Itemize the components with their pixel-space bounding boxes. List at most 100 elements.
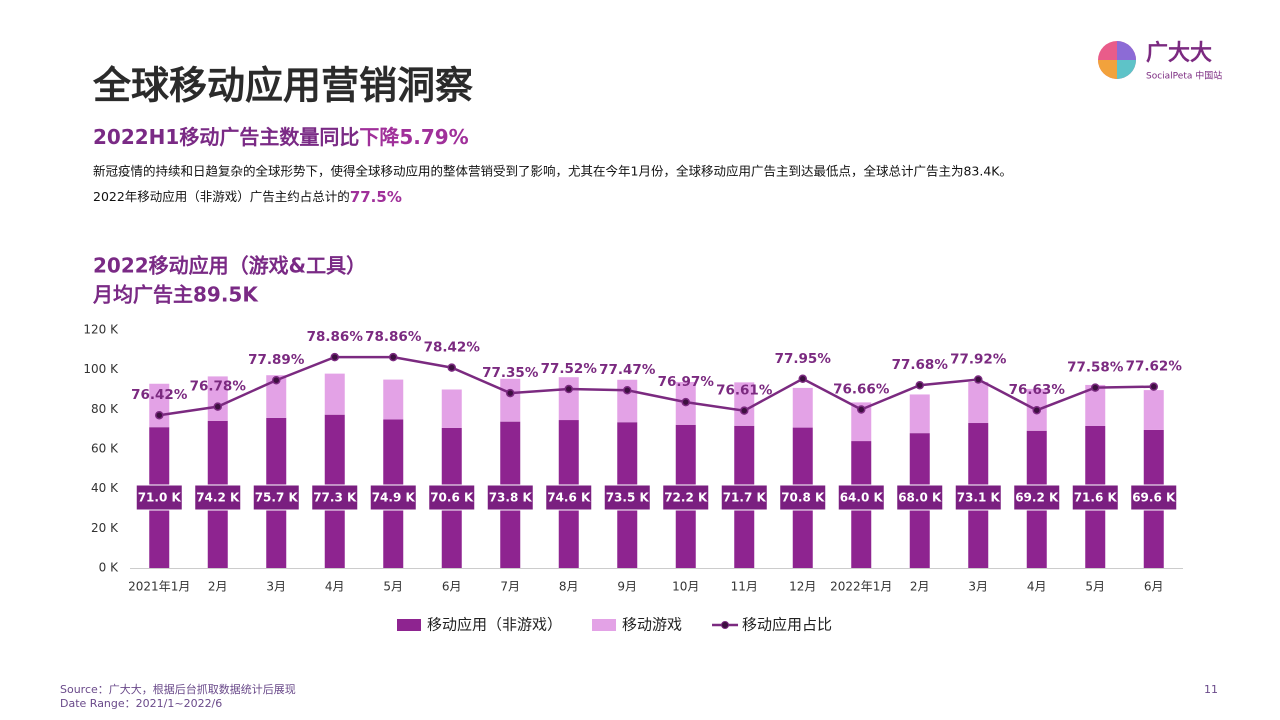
y-tick-label: 80 K — [91, 402, 119, 416]
x-tick-label: 3月 — [266, 580, 286, 594]
data-label: 69.6 K — [1132, 491, 1176, 505]
data-label: 77.92% — [950, 352, 1007, 368]
data-label: 78.86% — [365, 329, 422, 345]
x-tick-label: 8月 — [559, 580, 579, 594]
line-marker — [915, 380, 924, 390]
line-marker — [564, 384, 573, 394]
data-label: 77.62% — [1126, 359, 1183, 375]
data-label: 74.9 K — [372, 491, 416, 505]
data-label: 74.2 K — [196, 491, 240, 505]
line-marker — [857, 405, 866, 414]
data-label: 68.0 K — [898, 491, 942, 505]
data-label-box — [1130, 484, 1178, 511]
line-marker — [623, 385, 632, 395]
logo-name: 广大大 — [1146, 40, 1212, 66]
paragraph-text: 2022年移动应用（非游戏）广告主约占总计的 — [93, 189, 350, 204]
data-label: 73.1 K — [957, 491, 1001, 505]
legend-swatch — [721, 621, 730, 629]
data-label-box — [954, 484, 1002, 511]
data-label: 64.0 K — [840, 491, 884, 505]
y-tick-label: 0 K — [99, 561, 119, 575]
x-tick-label: 11月 — [731, 580, 758, 594]
logo-icon — [1117, 41, 1136, 60]
x-tick-label: 6月 — [1144, 580, 1164, 594]
paragraph: 新冠疫情的持续和日趋复杂的全球形势下，使得全球移动应用的整体营销受到了影响，尤其… — [93, 164, 1012, 179]
data-label-box — [545, 484, 593, 511]
line-marker — [447, 363, 456, 372]
chart-subtitle: 月均广告主89.5K — [92, 283, 259, 307]
line-marker — [330, 352, 339, 362]
data-label-box — [252, 484, 300, 511]
data-label-box — [369, 484, 417, 511]
logo-icon — [1098, 60, 1117, 79]
line-marker — [155, 410, 164, 420]
data-label: 73.8 K — [489, 491, 533, 505]
line-marker — [1091, 383, 1100, 392]
data-label-box — [720, 484, 768, 511]
data-label-box — [837, 484, 885, 511]
data-label: 78.86% — [307, 329, 364, 345]
bar — [1085, 384, 1106, 426]
bar — [266, 375, 287, 418]
data-label-box — [1013, 484, 1061, 511]
bar — [207, 376, 228, 421]
logo: 广大大 SocialPeta 中国站 — [1098, 40, 1222, 82]
line-marker — [740, 406, 749, 415]
data-label-box — [428, 484, 476, 511]
subtitle-text: 2022H1移动广告主数量同比 — [93, 125, 359, 149]
bar — [851, 402, 872, 442]
x-tick-label: 4月 — [1027, 580, 1047, 594]
data-label: 77.3 K — [313, 491, 357, 505]
data-label: 75.7 K — [255, 491, 299, 505]
legend-label: 移动应用（非游戏） — [427, 616, 562, 634]
bar — [441, 389, 462, 428]
logo-icon — [1117, 60, 1136, 79]
x-tick-label: 2021年1月 — [128, 580, 190, 594]
legend-label: 移动应用占比 — [742, 616, 832, 634]
bar — [324, 373, 345, 415]
data-label: 76.78% — [190, 379, 247, 395]
data-label-box — [603, 484, 651, 511]
page-number: 11 — [1204, 683, 1218, 696]
bar — [149, 383, 170, 428]
data-label: 72.2 K — [664, 491, 708, 505]
data-label: 70.8 K — [781, 491, 825, 505]
bar — [500, 378, 521, 422]
y-tick-label: 120 K — [83, 323, 119, 337]
data-label-box — [311, 484, 359, 511]
line-marker — [506, 388, 515, 398]
y-tick-label: 20 K — [91, 521, 119, 535]
data-label: 77.52% — [541, 361, 598, 377]
data-label: 71.6 K — [1074, 491, 1118, 505]
data-label: 76.63% — [1009, 382, 1066, 398]
x-tick-label: 2月 — [910, 580, 930, 594]
data-label-box — [194, 484, 242, 511]
line-marker — [389, 352, 398, 362]
data-label-box — [135, 484, 183, 511]
source: Source：广大大，根据后台抓取数据统计后展现 — [60, 682, 296, 696]
line-marker — [213, 402, 222, 411]
x-tick-label: 3月 — [968, 580, 988, 594]
data-label: 76.66% — [833, 381, 890, 397]
x-tick-label: 9月 — [617, 580, 637, 594]
bar — [909, 394, 930, 434]
x-tick-label: 7月 — [500, 580, 520, 594]
line-marker — [1149, 382, 1158, 391]
bar — [383, 379, 404, 420]
x-tick-label: 4月 — [325, 580, 345, 594]
bar — [792, 387, 813, 428]
data-label: 73.5 K — [606, 491, 650, 505]
y-tick-label: 100 K — [83, 362, 119, 376]
bar — [968, 381, 989, 424]
subtitle: 2022H1移动广告主数量同比下降5.79% — [93, 125, 469, 149]
x-tick-label: 12月 — [789, 580, 816, 594]
chart-title: 2022移动应用（游戏&工具） — [93, 254, 366, 278]
paragraph-highlight: 77.5% — [350, 188, 402, 206]
page-title: 全球移动应用营销洞察 — [92, 64, 473, 108]
bar — [734, 382, 755, 426]
bar — [1143, 390, 1164, 430]
legend-swatch — [592, 619, 617, 631]
data-label: 77.47% — [599, 362, 656, 378]
data-label: 77.58% — [1067, 360, 1124, 376]
line-marker — [272, 375, 281, 385]
